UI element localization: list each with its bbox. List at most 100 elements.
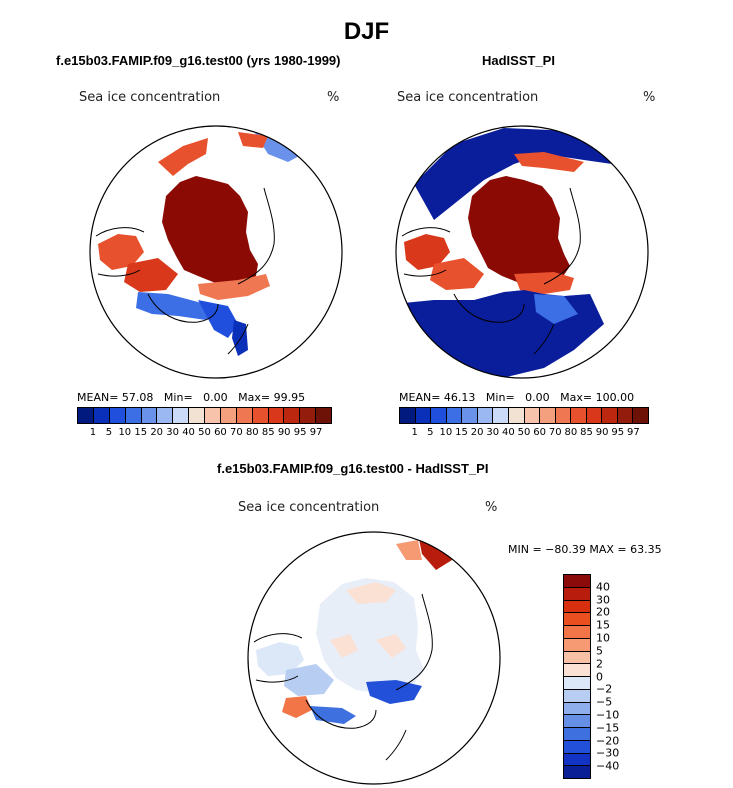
panel-right-map	[395, 125, 649, 379]
difference-colorbar-tick-label: 20	[596, 605, 610, 619]
difference-colorbar-tick-label: 15	[596, 618, 610, 632]
difference-colorbar-swatch	[564, 715, 590, 728]
difference-title: f.e15b03.FAMIP.f09_g16.test00 - HadISST_…	[217, 461, 489, 476]
panel-right-mean: 46.13	[443, 391, 476, 404]
difference-colorbar-swatch	[564, 575, 590, 588]
difference-colorbar-tick-label: 10	[596, 631, 610, 645]
panel-left-max-label: Max=	[238, 391, 271, 404]
panel-left-colorbar-tick-label: 10	[118, 427, 132, 438]
panel-right-colorbar-tick-label: 97	[627, 427, 640, 438]
panel-left-title: f.e15b03.FAMIP.f09_g16.test00 (yrs 1980-…	[56, 53, 341, 68]
difference-units: %	[485, 500, 498, 515]
panel-right-colorbar-tick-label: 15	[455, 427, 468, 438]
panel-right-title: HadISST_PI	[482, 53, 555, 68]
difference-variable: Sea ice concentration	[238, 500, 380, 515]
panel-left-greenland-edge	[136, 292, 218, 320]
panel-right-coast-eurasia	[533, 187, 581, 355]
difference-colorbar-swatch	[564, 613, 590, 626]
panel-left-min: 0.00	[203, 391, 228, 404]
panel-left-coast-canada	[95, 227, 145, 277]
panel-right-colorbar-swatch	[462, 408, 478, 423]
difference-colorbar-swatch	[564, 600, 590, 614]
panel-right-colorbar-swatch	[617, 408, 634, 423]
panel-left-colorbar-tick-label: 15	[134, 427, 148, 438]
panel-left-colorbar-swatch	[205, 408, 221, 423]
panel-left-mean: 57.08	[121, 391, 154, 404]
difference-colorbar-tick-label: 2	[596, 657, 603, 671]
panel-left-colorbar-tick-label: 5	[105, 427, 113, 438]
difference-canada-neutral	[256, 642, 304, 676]
difference-map	[247, 531, 501, 785]
difference-range: MIN = −80.39 MAX = 63.35	[508, 543, 662, 556]
panel-right-stats: MEAN= 46.13 Min= 0.00 Max= 100.00	[399, 391, 634, 404]
panel-left-mean-label: MEAN=	[77, 391, 119, 404]
panel-left-colorbar-swatch	[268, 408, 285, 423]
panel-right-colorbar	[399, 407, 649, 424]
panel-right-colorbar-swatch	[508, 408, 525, 423]
difference-colorbar-swatch	[564, 677, 590, 690]
difference-colorbar-swatch	[564, 587, 590, 601]
difference-coast-eurasia	[385, 593, 433, 761]
panel-left-colorbar-swatch	[125, 408, 142, 423]
panel-left-variable: Sea ice concentration	[79, 90, 221, 105]
difference-colorbar-tick-label: −15	[596, 721, 620, 735]
panel-right-colorbar-swatch	[446, 408, 463, 423]
panel-left-colorbar-swatch	[141, 408, 158, 423]
difference-coast-canada	[253, 633, 303, 683]
panel-left-colorbar-swatch	[300, 408, 317, 423]
panel-left-colorbar-swatch	[284, 408, 301, 423]
panel-left-colorbar-swatch	[157, 408, 174, 423]
panel-left-colorbar-swatch	[173, 408, 190, 423]
panel-left-coast-greenland	[147, 293, 219, 323]
difference-colorbar-swatch	[564, 626, 590, 639]
difference-hudson-neutral	[284, 664, 334, 696]
panel-left-atlantic-edge	[198, 300, 238, 338]
panel-left-colorbar-swatch	[189, 408, 205, 423]
panel-right-max-label: Max=	[560, 391, 593, 404]
difference-colorbar-swatch	[564, 689, 590, 703]
panel-left-colorbar-swatch	[316, 408, 331, 423]
difference-colorbar-swatch	[564, 728, 590, 741]
panel-right-max: 100.00	[595, 391, 635, 404]
panel-left-colorbar-tick-label: 40	[182, 427, 195, 438]
difference-colorbar-tick-label: 0	[596, 670, 603, 683]
panel-left-colorbar-swatch	[109, 408, 126, 423]
panel-right-colorbar-ticks: 1 5 10 15 20 30 40 50 60 70 80 85 90 95 97	[399, 427, 649, 441]
difference-greenland-neg	[310, 706, 356, 724]
panel-left-colorbar-tick-label: 30	[166, 427, 179, 438]
panel-right-colorbar-tick-label: 95	[611, 427, 625, 438]
panel-right-hudson-ice	[430, 258, 484, 290]
panel-left-colorbar-tick-label: 97	[309, 427, 323, 438]
panel-right-units: %	[643, 90, 656, 105]
difference-bering-light	[396, 540, 422, 560]
panel-left-colorbar-swatch	[78, 408, 94, 423]
difference-colorbar-ticks: 40 30 20 15 10 5 2 0 −2 −5 −10 −15 −20 −30 −40	[596, 574, 636, 779]
panel-left-colorbar-tick-label: 1	[89, 427, 97, 438]
panel-left-colorbar-swatch	[252, 408, 269, 423]
difference-colorbar-tick-label: 5	[596, 644, 603, 658]
difference-colorbar-swatch	[564, 702, 590, 716]
difference-colorbar-tick-label: −30	[596, 746, 620, 760]
panel-right-colorbar-tick-label: 40	[502, 427, 515, 438]
panel-left-coast-eurasia	[227, 187, 275, 355]
panel-left-colorbar-swatch	[220, 408, 237, 423]
difference-colorbar-tick-label: 40	[596, 580, 610, 594]
panel-left-colorbar-tick-label: 60	[214, 427, 227, 438]
panel-left-stats: MEAN= 57.08 Min= 0.00 Max= 99.95	[77, 391, 305, 404]
panel-right-canadian-ice	[404, 234, 450, 270]
panel-right-min-label: Min=	[485, 391, 515, 404]
panel-left-colorbar-tick-label: 95	[293, 427, 307, 438]
panel-left-colorbar-tick-label: 85	[261, 427, 275, 438]
panel-right-colorbar-tick-label: 70	[548, 427, 562, 438]
difference-map-frame	[247, 531, 501, 785]
panel-left-colorbar-swatch	[93, 408, 110, 423]
panel-left-bering-ice	[158, 138, 208, 176]
difference-colorbar-swatch	[564, 766, 590, 778]
difference-pos-patches	[330, 582, 406, 658]
panel-left-colorbar-tick-label: 90	[277, 427, 291, 438]
difference-colorbar	[563, 574, 591, 779]
panel-left-min-label: Min=	[163, 391, 193, 404]
difference-colorbar-tick-label: −40	[596, 759, 620, 773]
panel-right-colorbar-tick-label: 90	[595, 427, 609, 438]
panel-left-map	[89, 125, 343, 379]
